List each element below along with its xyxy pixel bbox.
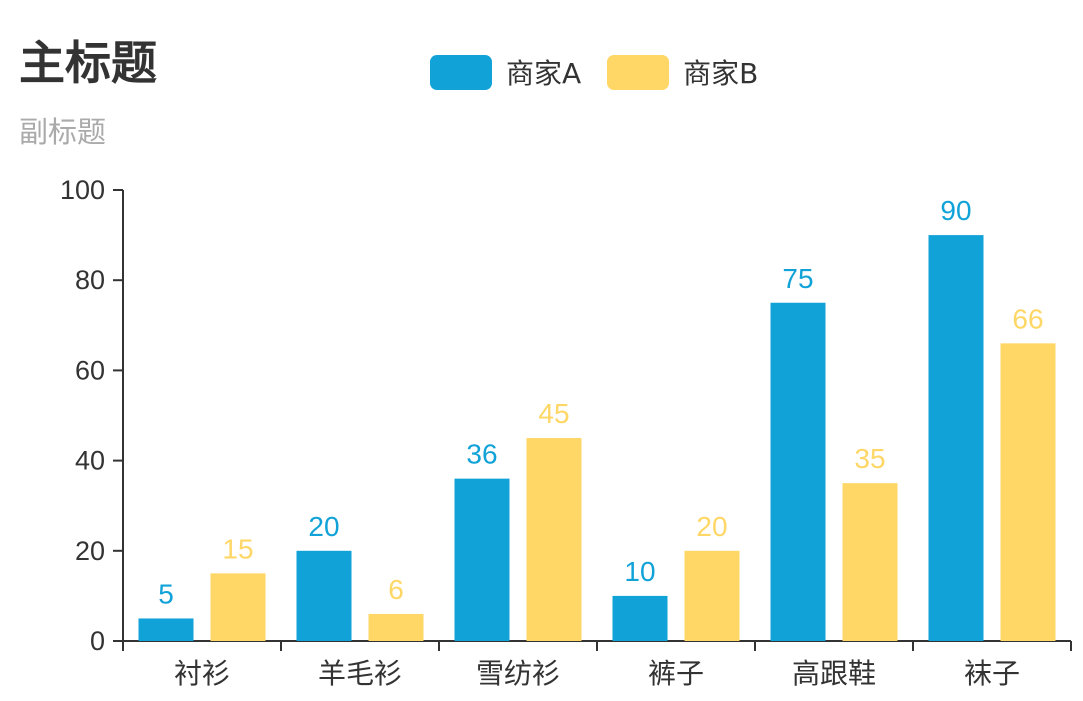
x-category-label: 衬衫: [174, 657, 230, 690]
bar-merchant-b: [210, 573, 266, 641]
bar-value-label: 75: [782, 263, 813, 294]
legend-item-merchant-b[interactable]: 商家B: [607, 52, 758, 92]
bar-merchant-b: [1000, 343, 1056, 641]
bar-value-label: 20: [696, 511, 727, 542]
bar-value-label: 6: [388, 574, 404, 605]
bar-merchant-a: [454, 478, 510, 641]
x-category-label: 高跟鞋: [792, 657, 876, 690]
y-tick-label: 0: [90, 626, 105, 656]
bar-merchant-a: [612, 595, 668, 641]
bar-merchant-a: [296, 550, 352, 641]
y-tick-label: 100: [60, 175, 105, 205]
bar-merchant-b: [842, 483, 898, 641]
legend-label-merchant-b: 商家B: [683, 57, 759, 90]
bar-value-label: 35: [854, 443, 885, 474]
legend-item-merchant-a[interactable]: 商家A: [430, 52, 581, 92]
x-category-label: 袜子: [964, 657, 1020, 690]
bar-merchant-a: [770, 302, 826, 641]
bar-value-label: 45: [538, 398, 569, 429]
bar-merchant-a: [138, 618, 194, 641]
bar-merchant-a: [928, 235, 984, 641]
chart-title: 主标题: [19, 36, 157, 90]
x-category-label: 雪纺衫: [476, 657, 560, 690]
y-tick-label: 80: [75, 265, 105, 295]
y-tick-label: 60: [75, 355, 105, 385]
y-tick-label: 20: [75, 536, 105, 566]
legend-label-merchant-a: 商家A: [506, 57, 582, 90]
bar-value-label: 66: [1012, 303, 1043, 334]
x-category-label: 裤子: [648, 657, 704, 690]
y-tick-label: 40: [75, 446, 105, 476]
legend-swatch-merchant-a: [430, 54, 492, 90]
x-category-label: 羊毛衫: [318, 657, 402, 690]
bar-value-label: 15: [222, 533, 253, 564]
bar-merchant-b: [368, 613, 424, 641]
bar-merchant-b: [684, 550, 740, 641]
bar-value-label: 5: [158, 578, 174, 609]
legend-swatch-merchant-b: [607, 54, 670, 90]
bar-merchant-b: [526, 438, 582, 641]
chart-subtitle: 副标题: [19, 115, 107, 149]
legend: 商家A 商家B: [430, 52, 784, 92]
bar-value-label: 10: [624, 556, 655, 587]
bar-value-label: 90: [940, 195, 971, 226]
bar-value-label: 20: [308, 511, 339, 542]
bar-value-label: 36: [466, 439, 497, 470]
